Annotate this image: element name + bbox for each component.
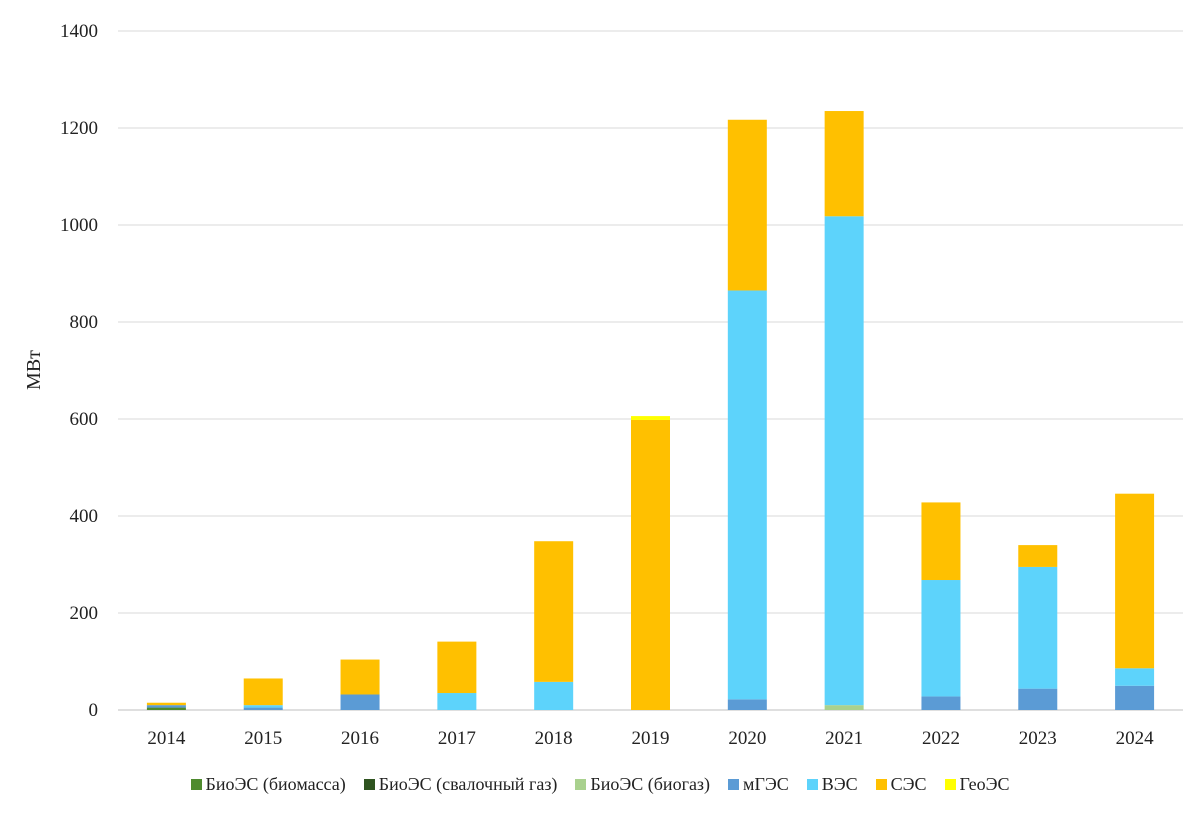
legend-swatch xyxy=(190,779,202,790)
x-tick-label: 2024 xyxy=(1116,728,1155,749)
bar-segment xyxy=(824,111,864,217)
bar-segment xyxy=(340,659,380,695)
legend: БиоЭС (биомасса) БиоЭС (свалочный газ) Био… xyxy=(0,774,1200,795)
legend-label: ГеоЭС xyxy=(959,774,1010,794)
x-tick-label: 2014 xyxy=(147,728,186,749)
bar-segment xyxy=(824,705,864,710)
bar-segment xyxy=(534,681,574,710)
bar-segment xyxy=(921,696,961,710)
bar-segment xyxy=(1018,566,1058,689)
y-axis-label: МВт xyxy=(23,350,45,390)
x-tick-label: 2019 xyxy=(632,728,670,749)
bar-segment xyxy=(631,416,670,420)
legend-swatch xyxy=(363,779,375,790)
y-tick-label: 1000 xyxy=(60,215,98,236)
bar-segment xyxy=(921,502,961,581)
legend-swatch xyxy=(728,779,740,790)
x-axis-ticks: 2014 2015 2016 2017 2018 2019 2020 2021 2022 2023… xyxy=(147,728,1154,749)
legend-item: СЭС xyxy=(875,774,927,795)
x-tick-label: 2016 xyxy=(341,728,379,749)
legend-swatch xyxy=(875,779,887,790)
bar-segment xyxy=(146,702,186,706)
bar-segment xyxy=(243,707,283,710)
x-tick-label: 2022 xyxy=(922,728,960,749)
legend-label: мГЭС xyxy=(743,774,789,794)
legend-label: БиоЭС (биомасса) xyxy=(205,774,346,794)
x-tick-label: 2015 xyxy=(244,728,282,749)
legend-item: БиоЭС (свалочный газ) xyxy=(363,774,558,795)
bar-segment xyxy=(921,580,961,697)
legend-item: ГеоЭС xyxy=(944,774,1010,795)
y-tick-label: 400 xyxy=(70,506,99,527)
y-axis-ticks: 0 200 400 600 800 1000 1200 1400 xyxy=(60,21,98,721)
legend-swatch xyxy=(575,779,587,790)
bar-segment xyxy=(534,541,574,682)
bar-segment xyxy=(1115,493,1155,669)
legend-label: СЭС xyxy=(890,774,927,794)
bar-segment xyxy=(727,290,767,700)
bar-segment xyxy=(243,705,283,708)
legend-item: БиоЭС (биогаз) xyxy=(575,774,710,795)
bar-segment xyxy=(1115,668,1155,686)
y-tick-label: 200 xyxy=(70,603,99,624)
y-tick-label: 1400 xyxy=(60,21,98,42)
bars xyxy=(146,111,1155,710)
bar-segment xyxy=(340,694,380,710)
legend-label: ВЭС xyxy=(821,774,858,794)
legend-item: ВЭС xyxy=(806,774,858,795)
legend-swatch xyxy=(806,779,818,790)
bar-segment xyxy=(243,678,283,706)
x-tick-label: 2018 xyxy=(535,728,573,749)
bar-segment xyxy=(437,693,477,710)
bar-segment xyxy=(1115,685,1155,710)
bar-segment xyxy=(631,419,670,710)
y-tick-label: 1200 xyxy=(60,118,98,139)
bar-segment xyxy=(1018,688,1058,710)
legend-label: БиоЭС (биогаз) xyxy=(590,774,711,794)
y-tick-label: 0 xyxy=(89,700,99,721)
x-tick-label: 2020 xyxy=(728,728,766,749)
bar-segment xyxy=(727,119,767,291)
legend-swatch xyxy=(944,779,956,790)
legend-item: мГЭС xyxy=(728,774,789,795)
bar-segment xyxy=(437,641,477,694)
y-tick-label: 800 xyxy=(70,312,99,333)
legend-label: БиоЭС (свалочный газ) xyxy=(378,774,558,794)
x-tick-label: 2017 xyxy=(438,728,476,749)
bar-segment xyxy=(146,705,186,708)
bar-segment xyxy=(146,707,186,710)
legend-item: БиоЭС (биомасса) xyxy=(190,774,346,795)
y-tick-label: 600 xyxy=(70,409,99,430)
x-tick-label: 2021 xyxy=(825,728,863,749)
x-tick-label: 2023 xyxy=(1019,728,1057,749)
bar-segment xyxy=(824,216,864,706)
bar-segment xyxy=(727,699,767,710)
bar-segment xyxy=(1018,545,1058,567)
